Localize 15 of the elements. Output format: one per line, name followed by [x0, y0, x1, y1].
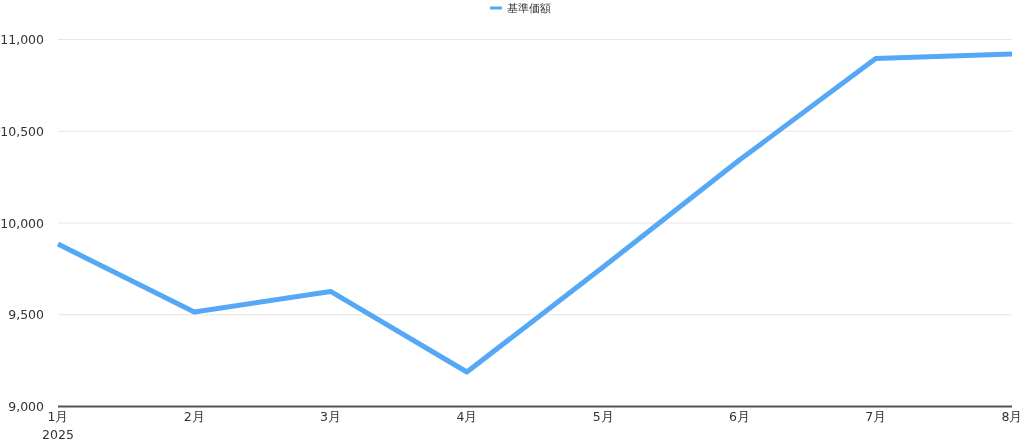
legend-label: 基準価額: [507, 2, 551, 15]
y-tick-label: 9,500: [8, 307, 45, 323]
x-tick-label: 5月: [592, 408, 614, 424]
y-tick-label: 9,000: [8, 399, 45, 414]
x-tick-label: 8月: [1001, 408, 1023, 424]
x-tick-label: 3月: [320, 408, 342, 424]
x-tick-label: 1月: [47, 408, 69, 424]
x-tick-label: 2月: [183, 408, 205, 424]
x-tick-label: 7月: [865, 408, 887, 424]
text: 2025: [42, 426, 74, 442]
x-tick-label: 4月: [456, 408, 478, 424]
x-tick-label: 6月: [728, 408, 750, 424]
y-tick-label: 10,500: [0, 123, 45, 139]
y-tick-label: 10,000: [0, 215, 45, 231]
y-tick-label: 11,000: [0, 32, 45, 47]
